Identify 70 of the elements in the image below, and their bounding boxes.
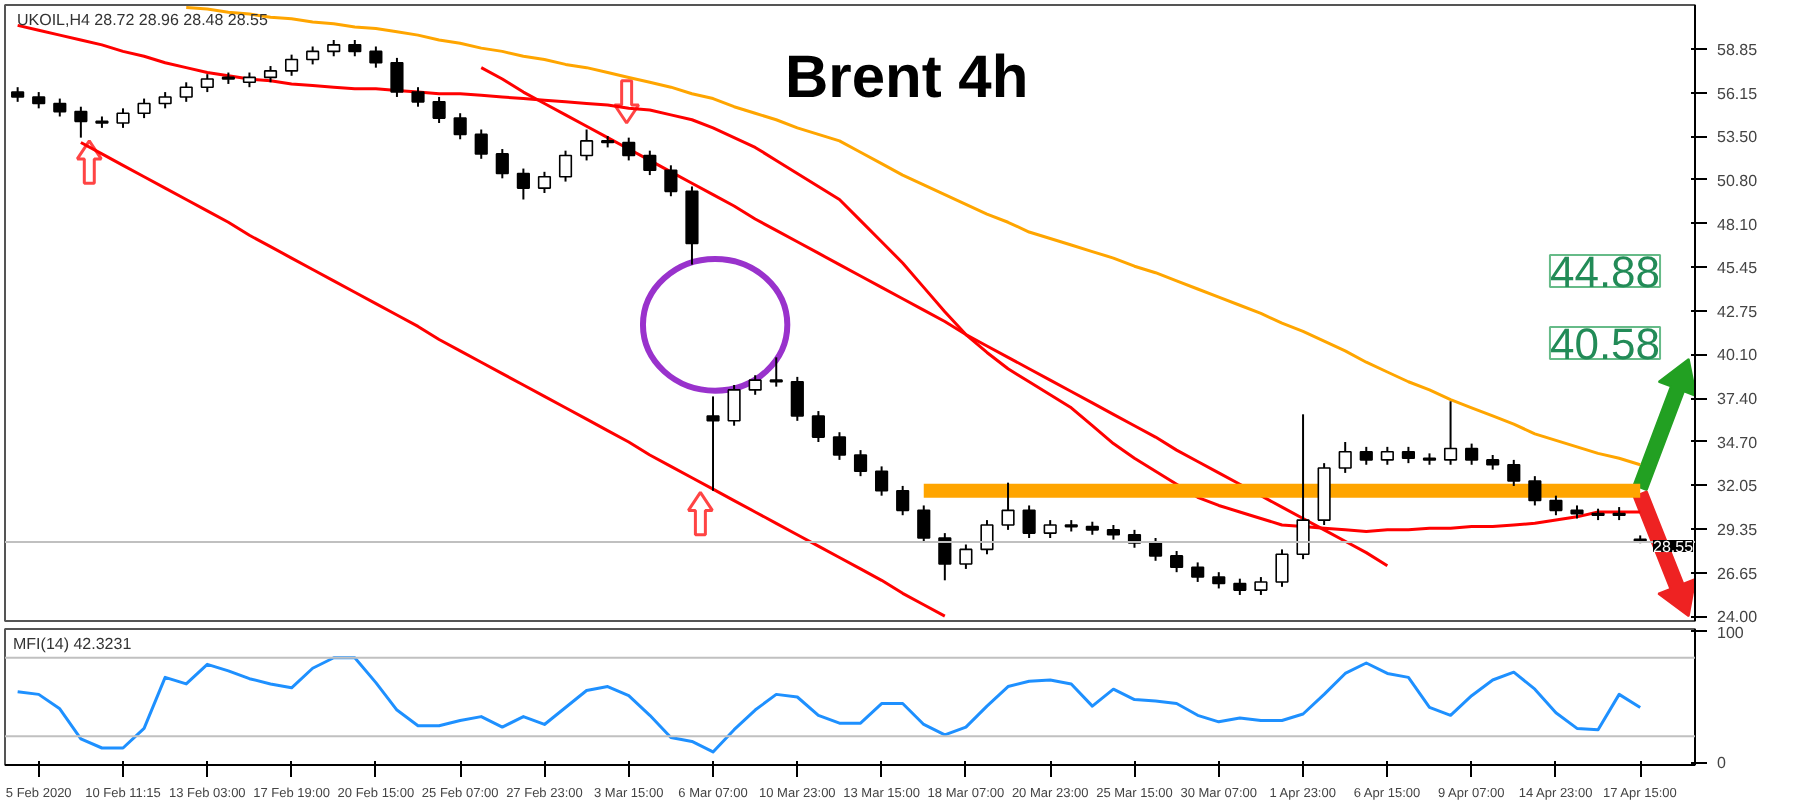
- y-tick-label: 34.70: [1717, 433, 1759, 452]
- y-tick-label: 42.75: [1717, 302, 1759, 321]
- candlestick: [1528, 475, 1542, 507]
- candlestick: [1507, 458, 1521, 487]
- candlestick: [1465, 442, 1479, 466]
- candlestick: [1191, 561, 1205, 583]
- candlestick: [432, 95, 446, 124]
- y-tick-label: 56.15: [1717, 84, 1759, 103]
- candlestick: [727, 384, 741, 427]
- y-tick-label: 29.35: [1717, 521, 1759, 540]
- y-tick-label: 24.00: [1717, 608, 1759, 627]
- chart-title: MFI(14) 42.3231: [13, 635, 133, 653]
- y-tick-label: 0: [1717, 754, 1727, 773]
- candlestick: [769, 356, 783, 388]
- candlestick: [495, 148, 509, 180]
- candlestick: [896, 484, 910, 517]
- candlestick: [853, 449, 868, 478]
- ref-line-label: 28.55: [1653, 538, 1695, 557]
- candlestick: [980, 519, 994, 556]
- line-series: [79, 141, 947, 618]
- candlestick: [1338, 440, 1352, 474]
- candlestick: [1443, 400, 1458, 466]
- candlestick: [643, 149, 657, 177]
- candlestick: [474, 128, 488, 160]
- y-tick-label: 40.10: [1717, 346, 1759, 365]
- candlestick: [558, 149, 573, 183]
- candlestick: [790, 375, 804, 422]
- y-tick-label: 26.65: [1717, 564, 1759, 583]
- candlestick: [875, 465, 889, 497]
- y-tick-label: 37.40: [1717, 390, 1759, 409]
- candlestick: [390, 56, 404, 98]
- candlestick: [938, 532, 952, 582]
- candlestick: [706, 395, 720, 492]
- candlestick: [622, 136, 636, 162]
- candlestick: [284, 53, 299, 77]
- annotation: 40.58: [1549, 319, 1661, 369]
- candlestick: [832, 431, 847, 461]
- candlestick: [959, 543, 973, 570]
- candlestick: [179, 81, 193, 103]
- candlestick: [1022, 504, 1036, 539]
- y-tick-label: 45.45: [1717, 259, 1759, 278]
- candlestick: [516, 167, 530, 201]
- candlestick: [748, 374, 762, 396]
- y-tick-label: 58.85: [1717, 40, 1759, 59]
- candlestick: [369, 45, 383, 69]
- candlestick: [411, 86, 425, 108]
- candlestick: [116, 107, 130, 129]
- candlestick: [537, 170, 552, 194]
- annotation: 44.88: [1549, 247, 1661, 297]
- candlestick: [453, 112, 467, 141]
- candlestick: [811, 410, 825, 443]
- text: Brent 4h: [785, 45, 1029, 111]
- candlestick: [1296, 413, 1310, 561]
- candlestick: [137, 97, 151, 120]
- y-tick-label: 53.50: [1717, 128, 1759, 147]
- y-tick-label: 100: [1717, 623, 1745, 642]
- candlestick: [1549, 494, 1563, 517]
- y-tick-label: 48.10: [1717, 215, 1759, 234]
- candlestick: [74, 105, 88, 139]
- candlestick: [1170, 550, 1184, 574]
- candlestick: [1275, 548, 1289, 588]
- line-series: [16, 656, 1642, 754]
- candlestick: [1001, 481, 1015, 531]
- annotation: UKOIL,H4 28.72 28.96 28.48 28.55: [17, 11, 269, 29]
- candlestick: [580, 128, 594, 162]
- candlestick: [664, 164, 678, 198]
- y-tick-label: 32.05: [1717, 477, 1759, 496]
- candlestick: [917, 504, 931, 544]
- y-tick-label: 50.80: [1717, 171, 1759, 190]
- candlestick: [1148, 537, 1163, 562]
